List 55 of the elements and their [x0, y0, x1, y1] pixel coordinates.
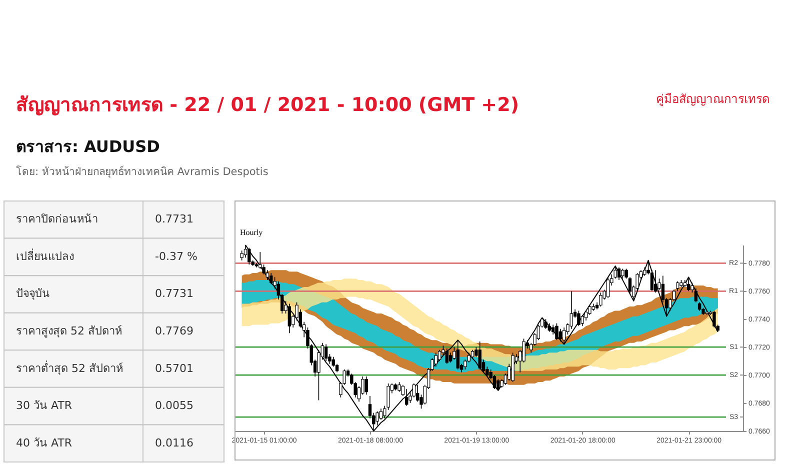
candlestick [492, 374, 496, 390]
text: ปัจจุบัน [16, 287, 50, 300]
text: 0.7731 [155, 287, 194, 300]
text: 30 วัน ATR [16, 399, 72, 412]
candlestick [654, 270, 658, 293]
candlestick [650, 270, 654, 292]
text: -0.37 % [155, 250, 198, 263]
candlestick [694, 288, 698, 303]
candlestick [570, 290, 573, 330]
candlestick [445, 348, 448, 364]
candlestick [456, 340, 460, 370]
candlestick [712, 310, 716, 328]
candlestick [364, 376, 368, 396]
text: คู่มือสัญญาณการเทรด [656, 92, 770, 107]
text: สัญญาณการเทรด - 22 / 01 / 2021 - 10:00 (GMT +2) [16, 94, 520, 116]
text: ราคาต่ำสุด 52 สัปดาห์ [16, 360, 123, 375]
candlestick [412, 383, 416, 398]
text: 0.5701 [155, 362, 194, 375]
candlestick [676, 280, 680, 292]
candlestick [686, 276, 690, 292]
text: 40 วัน ATR [16, 436, 72, 450]
text: เปลี่ยนแปลง [16, 248, 74, 263]
text: ราคาปิดก่อนหน้า [16, 212, 98, 226]
text: 0.0055 [155, 399, 194, 412]
candlestick [379, 408, 383, 420]
candlestick [288, 303, 292, 334]
candlestick [448, 352, 452, 363]
candlestick [621, 268, 624, 279]
candlestick [617, 266, 621, 280]
candlestick [434, 352, 438, 368]
candlestick [496, 378, 500, 391]
candlestick [478, 341, 482, 370]
text: 0.7769 [155, 324, 194, 338]
candlestick [248, 247, 251, 265]
candlestick [324, 344, 328, 362]
candlestick [405, 388, 408, 406]
candlestick [555, 322, 558, 340]
text: 0.7731 [155, 212, 194, 226]
candlestick [544, 318, 548, 330]
text: โดย: หัวหน้าฝ่ายกลยุทธ์ทางเทคนิค Avramis Despotis [16, 165, 268, 178]
candlestick [606, 276, 610, 299]
candlestick [270, 272, 273, 285]
text: ตราสาร: AUDUSD [16, 137, 160, 156]
candlestick [266, 270, 270, 280]
text: ราคาสูงสุด 52 สัปดาห์ [16, 324, 122, 338]
text: 0.0116 [155, 436, 194, 450]
candlestick [599, 292, 602, 307]
candlestick [398, 382, 401, 392]
candlestick [580, 314, 584, 327]
candlestick [551, 324, 555, 335]
candlestick [577, 310, 580, 327]
candlestick [416, 384, 420, 402]
candlestick [558, 328, 562, 342]
text: Hourly [240, 228, 263, 237]
candlestick [562, 327, 566, 345]
